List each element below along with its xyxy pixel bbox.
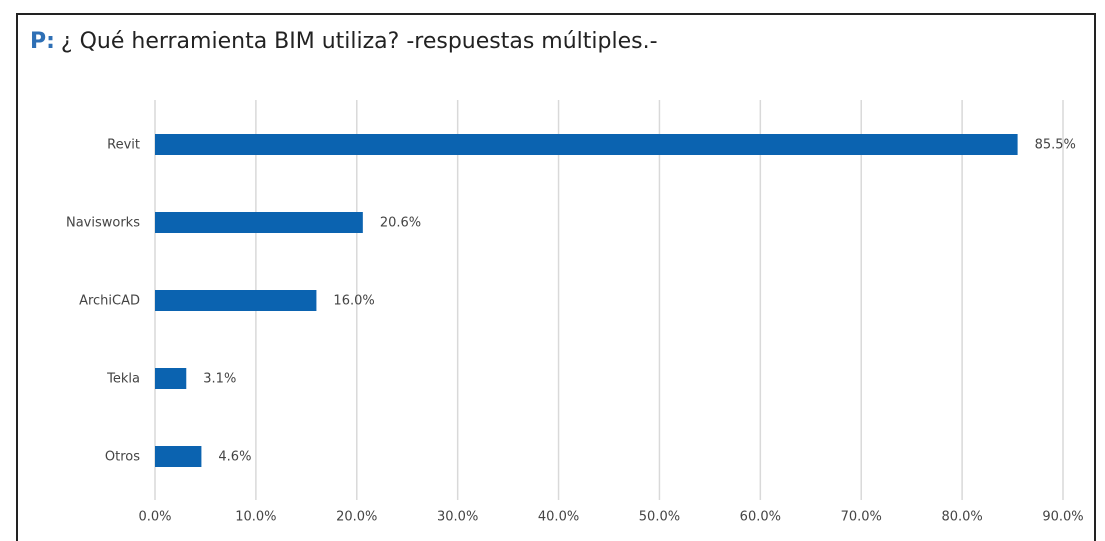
bar bbox=[155, 134, 1018, 155]
y-tick-label: Navisworks bbox=[66, 216, 140, 231]
x-tick-label: 70.0% bbox=[841, 510, 882, 525]
bar bbox=[155, 446, 202, 467]
y-tick-label: ArchiCAD bbox=[79, 294, 140, 309]
chart-title: P: ¿ Qué herramienta BIM utiliza? -respue… bbox=[30, 29, 658, 54]
x-tick-label: 80.0% bbox=[941, 510, 982, 525]
bar bbox=[155, 368, 187, 389]
x-tick-label: 10.0% bbox=[235, 510, 276, 525]
value-label: 16.0% bbox=[333, 294, 374, 309]
x-tick-label: 40.0% bbox=[538, 510, 579, 525]
bar bbox=[155, 212, 363, 233]
y-tick-label: Revit bbox=[107, 138, 140, 153]
frame bbox=[16, 13, 1096, 541]
title-text: ¿ Qué herramienta BIM utiliza? -respuest… bbox=[61, 29, 658, 54]
x-tick-label: 20.0% bbox=[336, 510, 377, 525]
y-tick-label: Otros bbox=[105, 450, 140, 465]
bar bbox=[155, 290, 317, 311]
x-tick-label: 50.0% bbox=[639, 510, 680, 525]
value-label: 3.1% bbox=[203, 372, 236, 387]
x-tick-label: 60.0% bbox=[740, 510, 781, 525]
value-label: 85.5% bbox=[1035, 138, 1076, 153]
x-tick-label: 90.0% bbox=[1042, 510, 1083, 525]
x-tick-label: 30.0% bbox=[437, 510, 478, 525]
x-tick-label: 0.0% bbox=[138, 510, 171, 525]
title-prefix: P: bbox=[30, 29, 55, 54]
value-label: 20.6% bbox=[380, 216, 421, 231]
value-label: 4.6% bbox=[218, 450, 251, 465]
y-tick-label: Tekla bbox=[106, 372, 140, 387]
